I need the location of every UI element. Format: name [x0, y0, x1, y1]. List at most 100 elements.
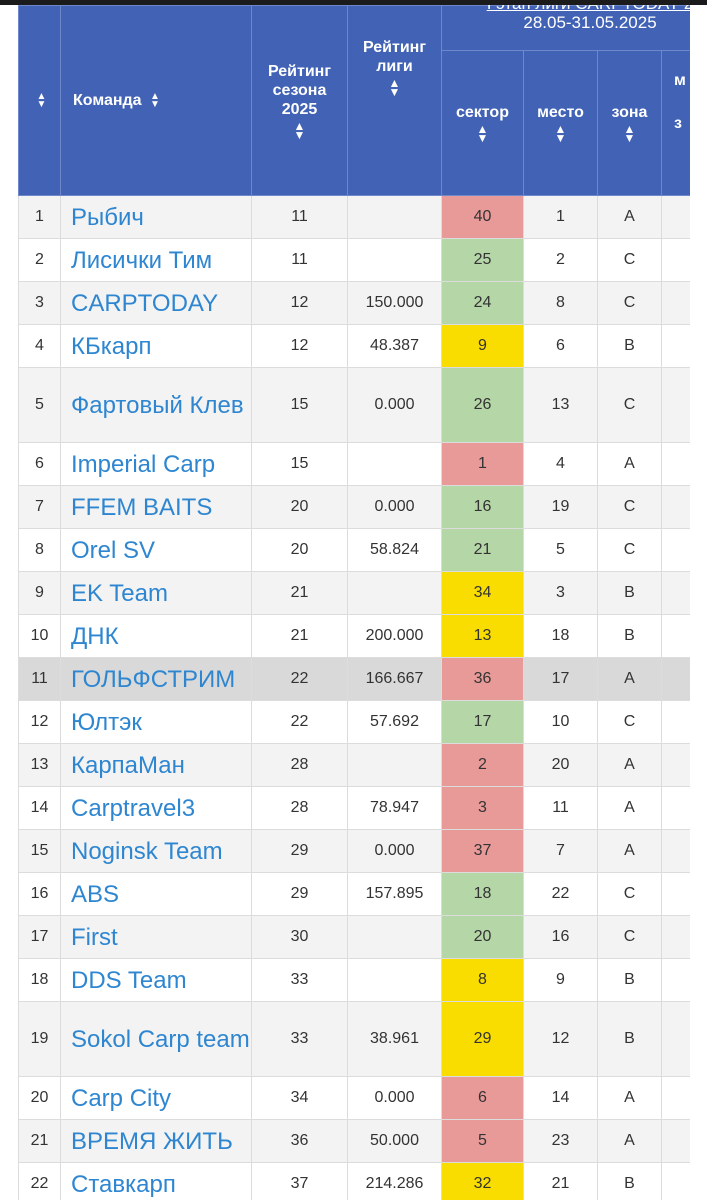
place-cell: 9 [523, 958, 598, 1002]
table-row[interactable]: 1 Рыбич 11 40 1 A [18, 195, 690, 239]
team-link[interactable]: ВРЕМЯ ЖИТЬ [71, 1127, 233, 1155]
team-link[interactable]: Рыбич [71, 203, 144, 231]
extra-cell [660, 700, 690, 744]
place-cell: 14 [523, 1076, 598, 1120]
table-row[interactable]: 2 Лисички Тим 11 25 2 C [18, 238, 690, 282]
table-row[interactable]: 18 DDS Team 33 8 9 B [18, 958, 690, 1002]
team-link[interactable]: DDS Team [71, 966, 187, 994]
sort-icon[interactable]: ▲ ▼ [150, 90, 160, 110]
column-header-number[interactable]: ▲ ▼ [18, 5, 61, 196]
table-row[interactable]: 13 КарпаМан 28 2 20 A [18, 743, 690, 787]
column-header-team[interactable]: Команда ▲ ▼ [60, 5, 252, 196]
table-row[interactable]: 20 Carp City 34 0.000 6 14 A [18, 1076, 690, 1120]
team-link[interactable]: ABS [71, 880, 120, 908]
table-row[interactable]: 5 Фартовый Клев 15 0.000 26 13 C [18, 367, 690, 443]
table-row[interactable]: 12 Юлтэк 22 57.692 17 10 C [18, 700, 690, 744]
table-row[interactable]: 15 Noginsk Team 29 0.000 37 7 A [18, 829, 690, 873]
table-row[interactable]: 16 ABS 29 157.895 18 22 C [18, 872, 690, 916]
league-rating-cell: 0.000 [347, 367, 442, 443]
team-link[interactable]: CARPTODAY [71, 289, 219, 317]
sort-icon[interactable]: ▲ ▼ [623, 122, 636, 145]
team-link[interactable]: Юлтэк [71, 708, 142, 736]
team-link[interactable]: Orel SV [71, 536, 156, 564]
table-row[interactable]: 19 Sokol Carp team 33 38.961 29 12 B [18, 1001, 690, 1077]
team-link[interactable]: FFEM BAITS [71, 493, 213, 521]
column-header-place[interactable]: место ▲ ▼ [523, 50, 598, 196]
team-link[interactable]: ГОЛЬФСТРИМ [71, 665, 236, 693]
row-number: 5 [18, 367, 61, 443]
sort-icon[interactable]: ▲ ▼ [476, 122, 489, 145]
league-rating-cell: 48.387 [347, 324, 442, 368]
team-link[interactable]: First [71, 923, 118, 951]
table-row[interactable]: 7 FFEM BAITS 20 0.000 16 19 C [18, 485, 690, 529]
team-link[interactable]: Ставкарп [71, 1170, 176, 1198]
team-link[interactable]: EK Team [71, 579, 168, 607]
zone-cell: B [597, 614, 662, 658]
team-link[interactable]: ДНК [71, 622, 119, 650]
place-cell: 11 [523, 786, 598, 830]
column-header-sector[interactable]: сектор ▲ ▼ [441, 50, 524, 196]
standings-table-container[interactable]: ▲ ▼ Команда ▲ ▼ Рейтинг сезона 2025 ▲ ▼ Рей… [18, 5, 690, 1200]
column-header-league-rating[interactable]: Рейтинг лиги ▲ ▼ [347, 5, 442, 196]
zone-cell: B [597, 324, 662, 368]
season-rating-cell: 20 [251, 485, 348, 529]
team-cell: Фартовый Клев [60, 367, 252, 443]
top-bar [0, 0, 707, 5]
team-link[interactable]: Carptravel3 [71, 794, 196, 822]
table-row[interactable]: 17 First 30 20 16 C [18, 915, 690, 959]
table-row[interactable]: 6 Imperial Carp 15 1 4 A [18, 442, 690, 486]
place-cell: 20 [523, 743, 598, 787]
table-row[interactable]: 10 ДНК 21 200.000 13 18 B [18, 614, 690, 658]
stage-dates: 28.05-31.05.2025 [523, 13, 657, 32]
sector-cell: 2 [441, 743, 524, 787]
zone-cell: C [597, 485, 662, 529]
column-header-extra[interactable]: м з [660, 50, 690, 196]
team-link[interactable]: Фартовый Клев [71, 391, 244, 419]
table-row[interactable]: 14 Carptravel3 28 78.947 3 11 A [18, 786, 690, 830]
team-link[interactable]: КБкарп [71, 332, 152, 360]
team-link[interactable]: КарпаМан [71, 751, 185, 779]
row-number: 2 [18, 238, 61, 282]
sector-cell: 5 [441, 1119, 524, 1163]
row-number: 4 [18, 324, 61, 368]
place-cell: 21 [523, 1162, 598, 1200]
zone-cell: A [597, 1119, 662, 1163]
place-cell: 12 [523, 1001, 598, 1077]
team-link[interactable]: Лисички Тим [71, 246, 213, 274]
zone-cell: C [597, 528, 662, 572]
column-header-sector-label: сектор [456, 104, 509, 121]
team-cell: First [60, 915, 252, 959]
table-row[interactable]: 22 Ставкарп 37 214.286 32 21 B [18, 1162, 690, 1200]
team-link[interactable]: Sokol Carp team [71, 1025, 250, 1053]
table-row[interactable]: 8 Orel SV 20 58.824 21 5 C [18, 528, 690, 572]
column-header-season-rating[interactable]: Рейтинг сезона 2025 ▲ ▼ [251, 5, 348, 196]
sort-icon[interactable]: ▲ ▼ [388, 76, 401, 99]
stage-title-link[interactable]: I этап лиги CARPTODAY 2 [442, 5, 690, 13]
table-row[interactable]: 21 ВРЕМЯ ЖИТЬ 36 50.000 5 23 A [18, 1119, 690, 1163]
table-row[interactable]: 9 EK Team 21 34 3 B [18, 571, 690, 615]
team-cell: CARPTODAY [60, 281, 252, 325]
place-cell: 2 [523, 238, 598, 282]
team-link[interactable]: Noginsk Team [71, 837, 223, 865]
zone-cell: A [597, 1076, 662, 1120]
team-link[interactable]: Imperial Carp [71, 450, 216, 478]
row-number: 10 [18, 614, 61, 658]
table-row[interactable]: 4 КБкарп 12 48.387 9 6 B [18, 324, 690, 368]
sort-icon[interactable]: ▲ ▼ [293, 118, 306, 142]
sort-icon[interactable]: ▲ ▼ [554, 122, 567, 145]
league-rating-cell: 78.947 [347, 786, 442, 830]
place-cell: 17 [523, 657, 598, 701]
zone-cell: A [597, 195, 662, 239]
column-header-zone[interactable]: зона ▲ ▼ [597, 50, 662, 196]
season-rating-cell: 33 [251, 958, 348, 1002]
team-cell: Sokol Carp team [60, 1001, 252, 1077]
season-rating-cell: 20 [251, 528, 348, 572]
sort-icon[interactable]: ▲ ▼ [36, 90, 47, 110]
table-row[interactable]: 3 CARPTODAY 12 150.000 24 8 C [18, 281, 690, 325]
extra-cell [660, 485, 690, 529]
column-header-team-label: Команда [73, 92, 142, 109]
team-link[interactable]: Carp City [71, 1084, 172, 1112]
sector-cell: 20 [441, 915, 524, 959]
table-row[interactable]: 11 ГОЛЬФСТРИМ 22 166.667 36 17 A [18, 657, 690, 701]
season-rating-cell: 22 [251, 657, 348, 701]
